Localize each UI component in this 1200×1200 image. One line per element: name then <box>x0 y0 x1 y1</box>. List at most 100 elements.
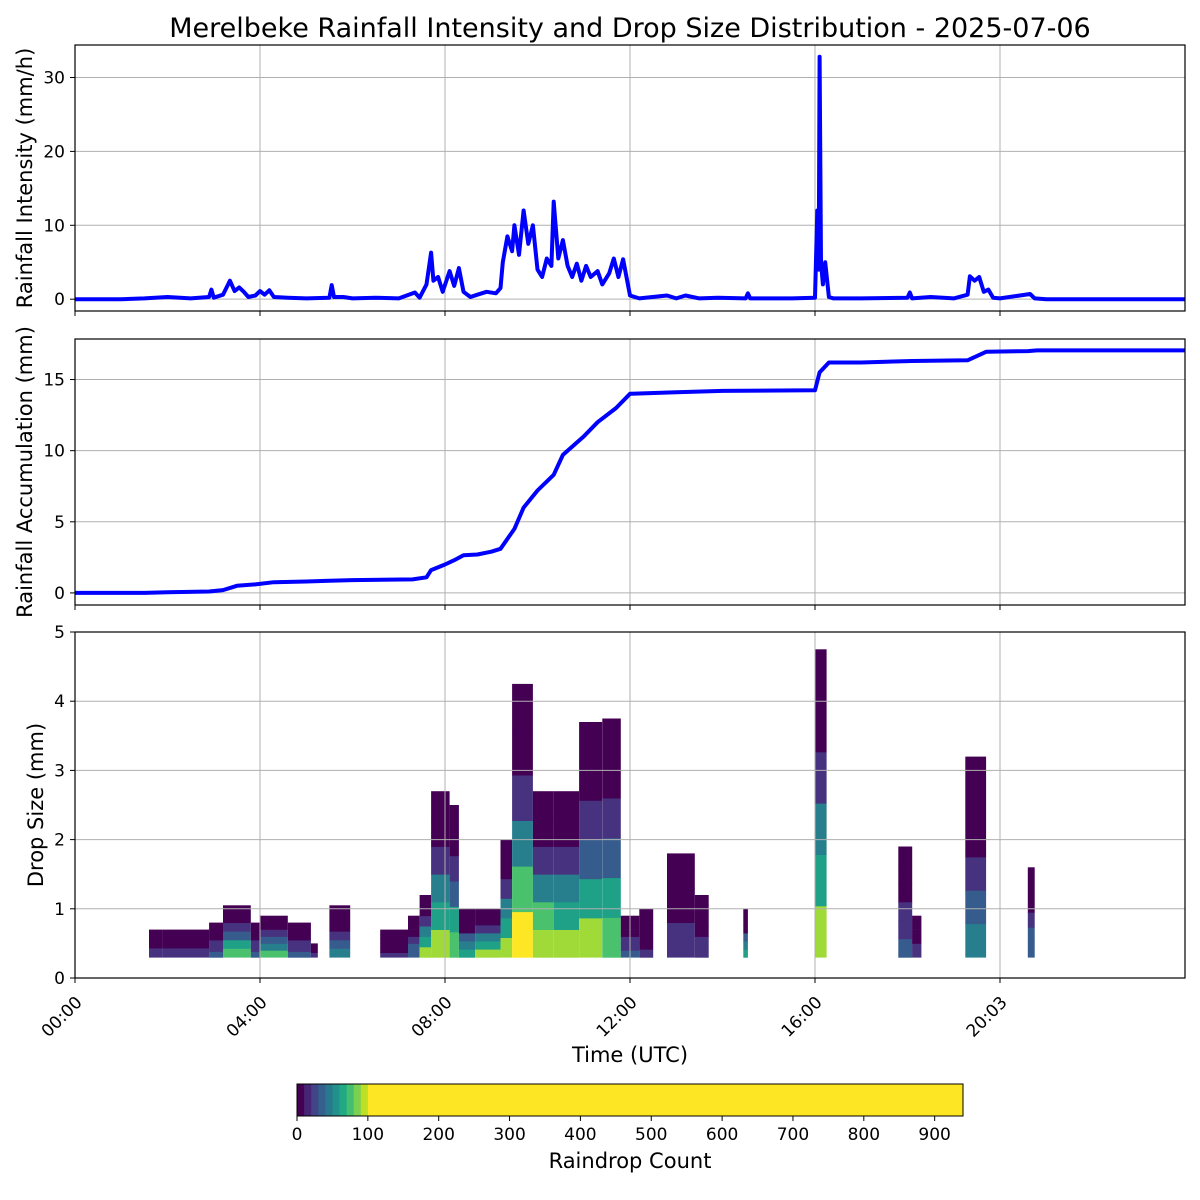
heatmap-cell <box>310 954 318 958</box>
heatmap-column-11 <box>419 895 432 958</box>
chart-title: Merelbeke Rainfall Intensity and Drop Si… <box>169 13 1090 44</box>
heatmap-cell <box>162 943 210 949</box>
heatmap-cell <box>965 756 987 791</box>
heatmap-cell <box>532 901 554 930</box>
heatmap-cell <box>553 791 580 820</box>
colorbar-segment <box>332 1084 341 1116</box>
heatmap-cell <box>579 800 603 840</box>
heatmap-cell <box>431 818 450 847</box>
heatmap-cell <box>553 929 580 958</box>
accumulation-ytick-labels: 0 5 10 15 <box>43 371 65 604</box>
x-tick-label: 04:00 <box>223 993 272 1042</box>
heatmap-cell <box>1027 882 1035 898</box>
heatmap-cell <box>475 941 501 950</box>
heatmap-cell <box>912 950 922 958</box>
x-tick-label: 00:00 <box>38 993 87 1042</box>
heatmap-cell <box>639 941 654 950</box>
x-tick-label: 08:00 <box>408 993 457 1042</box>
panel-accumulation: 0 5 10 15 Rainfall Accumulation (mm) <box>13 326 1186 618</box>
heatmap-cell <box>912 929 922 937</box>
heatmap-cell <box>458 949 476 958</box>
heatmap-cell <box>250 922 261 929</box>
heatmap-cell <box>639 908 654 918</box>
heatmap-cell <box>579 878 603 919</box>
heatmap-cell <box>408 936 420 944</box>
heatmap-cell <box>965 856 987 891</box>
colorbar-gradient <box>297 1084 964 1116</box>
y-tick-label: 0 <box>54 290 65 310</box>
heatmap-cell <box>815 854 827 907</box>
heatmap-cell <box>1027 927 1035 943</box>
heatmap-column-14 <box>458 908 476 958</box>
heatmap-cell <box>408 922 420 930</box>
x-tick-label: 20:03 <box>963 993 1012 1042</box>
heatmap-cell <box>458 941 476 950</box>
colorbar-segment <box>325 1084 333 1116</box>
colorbar-tick-label: 200 <box>422 1125 454 1145</box>
heatmap-cell <box>458 916 476 926</box>
x-tick-label: 16:00 <box>778 993 827 1042</box>
heatmap-cell <box>579 918 603 958</box>
heatmap-cell <box>500 878 513 899</box>
heatmap-column-29 <box>912 915 922 958</box>
heatmap-cell <box>965 890 987 925</box>
heatmap-cell <box>380 948 408 953</box>
heatmap-cell <box>500 859 513 880</box>
heatmap-cell <box>458 908 476 918</box>
heatmap-cell <box>329 914 351 923</box>
colorbar-tick-label: 400 <box>564 1125 596 1145</box>
heatmap-cell <box>287 934 311 941</box>
heatmap-column-25 <box>694 895 709 958</box>
y-tick-label: 0 <box>54 584 65 604</box>
heatmap-cell <box>579 722 603 762</box>
heatmap-cell <box>260 915 288 923</box>
heatmap-cell <box>475 908 501 918</box>
panel-drop-size: 0 1 2 3 4 5 Drop Size (mm) <box>24 623 1186 989</box>
heatmap-column-0 <box>149 929 163 958</box>
heatmap-cell <box>553 874 580 903</box>
intensity-grid <box>70 45 1185 316</box>
y-tick-label: 5 <box>54 513 65 533</box>
heatmap-cell <box>743 949 748 958</box>
heatmap-cell <box>512 729 533 776</box>
colorbar-tick-label: 900 <box>918 1125 950 1145</box>
colorbar-segment <box>360 1084 369 1116</box>
drop-size-axes-frame <box>74 631 1186 979</box>
heatmap-column-28 <box>898 846 913 958</box>
heatmap-cell <box>694 915 709 927</box>
heatmap-column-7 <box>310 943 318 958</box>
heatmap-cell <box>329 948 351 958</box>
heatmap-cell <box>639 949 654 958</box>
heatmap-cell <box>287 939 311 947</box>
heatmap-cell <box>1027 897 1035 913</box>
heatmap-cell <box>149 929 163 935</box>
intensity-series-line <box>75 54 1185 302</box>
heatmap-cell <box>260 922 288 930</box>
heatmap-cell <box>743 933 748 942</box>
drop-size-ylabel: Drop Size (mm) <box>24 723 48 887</box>
intensity-ytick-labels: 0 10 20 30 <box>43 69 65 311</box>
heatmap-cell <box>250 945 261 952</box>
heatmap-cell <box>419 926 432 937</box>
y-tick-label: 3 <box>54 761 65 781</box>
heatmap-cell <box>408 943 420 951</box>
heatmap-cell <box>912 936 922 944</box>
colorbar-tick-label: 500 <box>635 1125 667 1145</box>
heatmap-cell <box>815 751 827 804</box>
heatmap-cell <box>223 922 251 932</box>
heatmap-cell <box>149 938 163 944</box>
heatmap-cell <box>408 929 420 937</box>
heatmap-column-15 <box>475 908 501 958</box>
heatmap-column-4 <box>250 922 261 958</box>
drop-size-heatmap <box>149 649 1035 958</box>
y-tick-label: 30 <box>43 69 65 89</box>
heatmap-cell <box>694 895 709 906</box>
heatmap-cell <box>209 945 223 952</box>
heatmap-cell <box>431 874 450 903</box>
colorbar-tick-label: 300 <box>493 1125 525 1145</box>
heatmap-cell <box>815 905 827 958</box>
heatmap-cell <box>667 922 695 941</box>
colorbar-segment <box>297 1084 305 1116</box>
colorbar: 0 100 200 300 400 500 600 700 800 900 Raindrop Co… <box>292 1083 964 1173</box>
